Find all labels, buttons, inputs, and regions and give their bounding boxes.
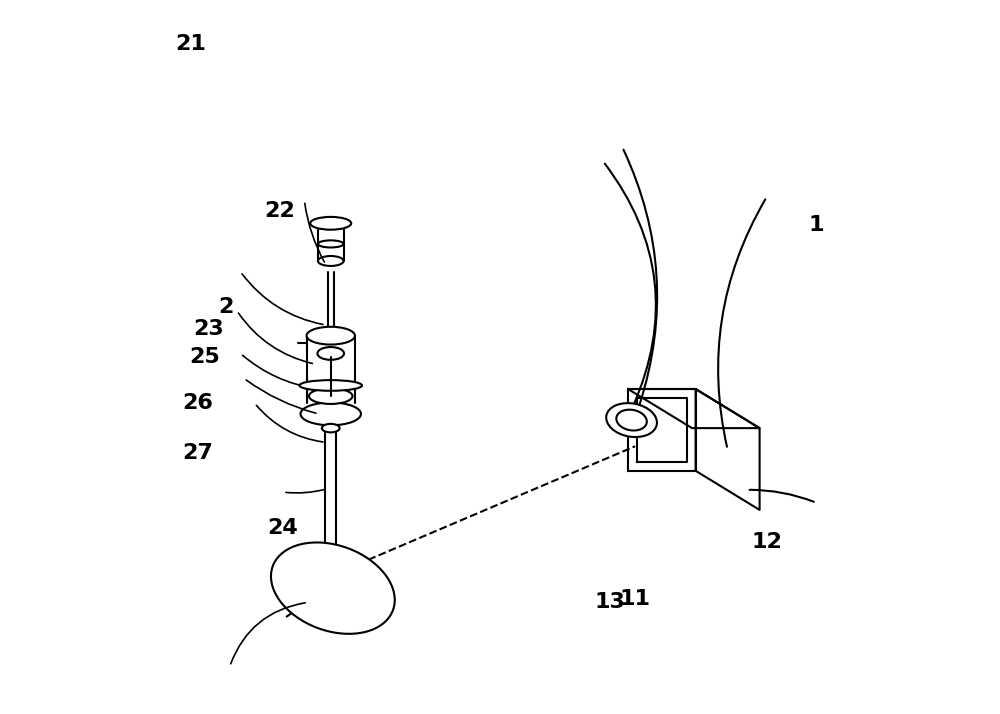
Ellipse shape	[318, 256, 344, 266]
Ellipse shape	[616, 410, 647, 431]
Ellipse shape	[318, 241, 344, 248]
Text: 2: 2	[218, 297, 234, 317]
Text: 26: 26	[182, 393, 213, 413]
Text: 24: 24	[268, 518, 298, 538]
Ellipse shape	[309, 388, 352, 404]
Ellipse shape	[310, 217, 351, 230]
Ellipse shape	[317, 347, 344, 360]
Ellipse shape	[307, 327, 355, 345]
Ellipse shape	[301, 403, 361, 426]
Ellipse shape	[322, 424, 340, 433]
Text: 27: 27	[182, 443, 213, 463]
Text: 12: 12	[751, 532, 782, 552]
Text: 1: 1	[809, 216, 824, 236]
Ellipse shape	[299, 380, 362, 391]
Ellipse shape	[271, 543, 395, 634]
Text: 22: 22	[264, 201, 295, 221]
Text: 11: 11	[620, 589, 651, 609]
Text: 23: 23	[193, 318, 224, 338]
Text: 13: 13	[595, 593, 626, 613]
Text: 21: 21	[175, 34, 206, 54]
Ellipse shape	[606, 403, 657, 437]
Text: 25: 25	[189, 347, 220, 367]
